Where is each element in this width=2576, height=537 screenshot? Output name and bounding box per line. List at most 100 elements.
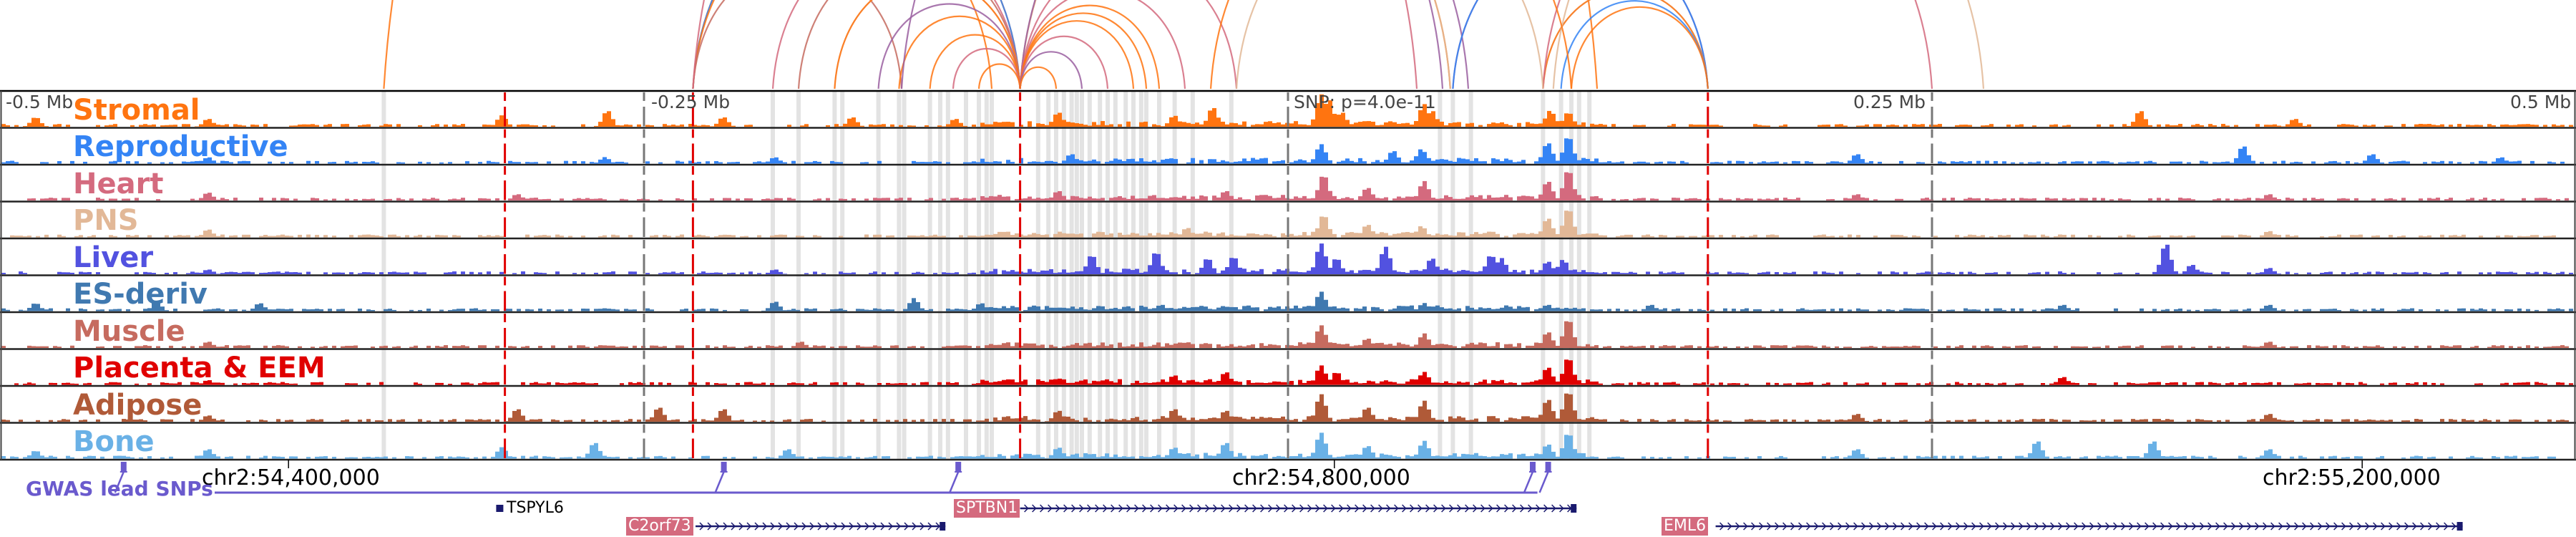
signal-bin <box>1070 154 1075 164</box>
signal-bin <box>1186 307 1191 311</box>
signal-bin <box>967 346 972 348</box>
signal-bin <box>2440 234 2444 238</box>
signal-bin <box>306 309 311 311</box>
signal-bin <box>199 235 203 238</box>
signal-bin <box>83 383 87 385</box>
signal-bin <box>1955 125 1959 127</box>
signal-bin <box>1852 415 1856 422</box>
signal-bin <box>2513 272 2517 274</box>
signal-bin <box>2470 347 2474 348</box>
signal-bin <box>1324 217 1328 238</box>
loop-arc <box>692 0 903 90</box>
loop-arc <box>1019 12 1148 90</box>
signal-bin <box>1315 440 1319 459</box>
signal-bin <box>2333 455 2337 459</box>
signal-bin <box>1985 309 1989 311</box>
signal-bin <box>2019 308 2024 311</box>
signal-bin <box>633 383 637 385</box>
signal-bin <box>2457 236 2462 238</box>
signal-bin <box>1045 270 1049 274</box>
signal-bin <box>2062 420 2067 422</box>
signal-bin <box>517 194 521 200</box>
signal-bin <box>139 419 143 422</box>
signal-bin <box>774 301 779 311</box>
signal-bin <box>1143 236 1148 238</box>
signal-bin <box>491 162 495 164</box>
signal-bin <box>748 198 753 200</box>
signal-bin <box>1135 380 1139 385</box>
signal-bin <box>53 198 57 200</box>
signal-bin <box>1903 420 1908 422</box>
signal-bin <box>701 271 706 274</box>
signal-bin <box>285 198 289 200</box>
signal-bin <box>2075 308 2079 311</box>
signal-bin <box>1238 417 1242 422</box>
signal-bin <box>1345 158 1350 164</box>
signal-bin <box>396 272 401 274</box>
signal-bin <box>980 420 985 422</box>
signal-bin <box>1105 419 1109 422</box>
signal-bin <box>2277 235 2281 238</box>
signal-bin <box>2178 161 2182 164</box>
signal-bin <box>1556 345 1560 348</box>
signal-bin <box>2376 309 2380 311</box>
signal-bin <box>1152 124 1156 127</box>
signal-bin <box>1723 199 1727 200</box>
signal-bin <box>1873 347 1878 348</box>
signal-bin <box>182 161 186 164</box>
signal-bin <box>1835 456 1839 459</box>
signal-bin <box>1792 160 1796 164</box>
signal-bin <box>439 162 444 164</box>
signal-bin <box>2487 420 2492 422</box>
signal-bin <box>1234 456 1238 459</box>
strand-arrow <box>1260 504 1265 513</box>
signal-bin <box>1204 259 1208 274</box>
signal-bin <box>1311 159 1315 164</box>
strand-arrow <box>1488 504 1493 513</box>
signal-bin <box>1878 419 1882 422</box>
signal-bin <box>1221 232 1225 238</box>
signal-bin <box>469 383 474 385</box>
signal-bin <box>1474 344 1478 348</box>
signal-bin <box>2200 419 2204 422</box>
signal-bin <box>1354 162 1358 164</box>
signal-bin <box>2303 198 2307 200</box>
signal-bin <box>697 273 701 274</box>
signal-bin <box>1573 410 1577 422</box>
signal-bin <box>1182 453 1186 459</box>
signal-bin <box>877 198 882 200</box>
signal-bin <box>1367 380 1371 385</box>
signal-bin <box>1813 347 1818 348</box>
strand-arrow <box>1229 504 1234 513</box>
signal-bin <box>787 309 791 311</box>
signal-bin <box>379 420 384 422</box>
signal-bin <box>1375 160 1380 164</box>
signal-bin <box>1998 456 2002 459</box>
signal-bin <box>873 345 877 348</box>
signal-bin <box>2509 346 2513 348</box>
strand-arrow <box>715 522 721 531</box>
strand-arrow <box>2003 522 2008 531</box>
signal-bin <box>1216 307 1221 311</box>
signal-bin <box>1264 454 1268 459</box>
signal-bin <box>1921 162 1925 164</box>
signal-bin <box>1272 417 1277 422</box>
signal-bin <box>1277 455 1281 459</box>
signal-bin <box>602 199 607 200</box>
signal-bin <box>1143 271 1148 274</box>
strand-arrow <box>1751 522 1756 531</box>
signal-bin <box>1723 456 1727 459</box>
signal-bin <box>461 345 465 348</box>
signal-bin <box>2054 309 2058 311</box>
signal-bin <box>1672 345 1676 348</box>
signal-bin <box>894 345 899 348</box>
signal-bin <box>396 124 401 127</box>
signal-bin <box>985 162 989 164</box>
signal-bin <box>1058 272 1062 274</box>
signal-bin <box>27 345 31 348</box>
signal-bin <box>1096 161 1101 164</box>
signal-bin <box>847 455 852 459</box>
strand-arrow <box>1111 504 1116 513</box>
signal-bin <box>2277 125 2281 127</box>
signal-bin <box>495 309 499 311</box>
